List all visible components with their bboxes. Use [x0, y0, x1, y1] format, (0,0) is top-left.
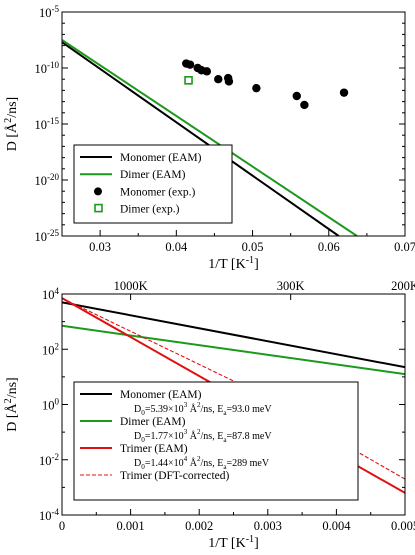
y-tick-label: 10-10	[35, 60, 60, 76]
legend-label: Dimer (exp.)	[120, 204, 180, 216]
series-line	[62, 39, 358, 236]
x-tick-label: 0	[59, 519, 65, 533]
series-line	[62, 301, 405, 369]
x-tick-label: 0.04	[165, 240, 188, 254]
x-tick-label: 0.05	[242, 240, 264, 254]
top-tick-label: 300K	[277, 279, 305, 293]
data-point	[214, 75, 223, 84]
data-point	[300, 100, 309, 110]
bottom-panel: 0 0.001 0.002 0.003 0.004 0.005 104 102 100 10-2 1…	[3, 279, 415, 551]
series-line	[62, 41, 340, 236]
x-axis-label: 1/T [K-1]	[208, 534, 259, 551]
plot-area	[62, 39, 358, 236]
x-tick-label: 0.004	[322, 519, 351, 533]
legend-params: D0=1.77×103 Å2/ns, Ea=87.8 meV	[134, 428, 272, 444]
data-point	[224, 77, 234, 86]
legend-swatch	[94, 203, 103, 213]
legend-label: Dimer (EAM)	[120, 416, 186, 428]
legend-label: Trimer (DFT-corrected)	[120, 470, 229, 482]
data-point	[252, 83, 261, 93]
top-tick-label: 1000K	[114, 279, 148, 293]
series-line	[62, 324, 405, 376]
legend-swatch	[94, 187, 102, 196]
legend-label: Trimer (EAM)	[120, 443, 188, 455]
series-line	[62, 297, 405, 480]
y-tick-label: 10-4	[39, 507, 59, 523]
y-tick-label: 10-5	[39, 4, 59, 20]
legend-label: Dimer (EAM)	[120, 169, 186, 181]
x-tick-label: 0.001	[117, 519, 145, 533]
x-tick-label: 0.005	[391, 519, 415, 533]
data-point	[292, 91, 301, 101]
data-point	[184, 76, 193, 85]
y-axis-label: D [Å2/ns]	[3, 377, 20, 431]
top-tick-label: 200K	[391, 279, 415, 293]
data-point	[339, 88, 349, 97]
legend-box	[73, 381, 359, 501]
x-tick-label: 0.002	[185, 519, 213, 533]
y-tick-label: 10-25	[35, 228, 60, 244]
legend-label: Monomer (exp.)	[120, 186, 196, 198]
legend-params: D0=1.44×104 Å2/ns, Ea=289 meV	[134, 455, 270, 471]
x-tick-label: 0.003	[254, 519, 282, 533]
x-tick-label: 0.06	[318, 240, 340, 254]
x-tick-label: 0.07	[394, 240, 415, 254]
data-point	[202, 67, 212, 76]
y-tick-label: 10-20	[35, 172, 60, 188]
data-point	[185, 60, 195, 69]
y-tick-label: 100	[42, 397, 60, 413]
legend-label: Monomer (EAM)	[120, 389, 202, 401]
y-tick-label: 102	[42, 341, 59, 357]
legend-params: D0=5.39×103 Å2/ns, Ea=93.0 meV	[134, 401, 272, 417]
legend-label: Monomer (EAM)	[120, 152, 202, 164]
y-tick-label: 10-2	[39, 452, 59, 468]
top-panel: 0.03 0.04 0.05 0.06 0.07 10-5 10-10 10-15 10-20 1…	[3, 4, 415, 272]
x-axis-label: 1/T [K-1]	[208, 255, 259, 272]
x-tick-label: 0.03	[89, 240, 111, 254]
y-tick-label: 10-15	[35, 116, 60, 132]
y-axis-label: D [Å2/ns]	[3, 97, 20, 151]
y-tick-label: 104	[42, 286, 60, 302]
